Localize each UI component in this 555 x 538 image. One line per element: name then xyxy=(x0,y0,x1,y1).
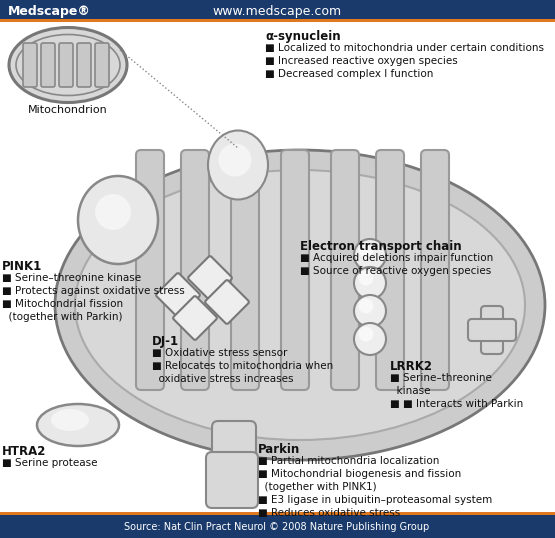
Ellipse shape xyxy=(75,170,525,440)
Ellipse shape xyxy=(354,323,386,355)
Text: DJ-1: DJ-1 xyxy=(152,335,179,348)
FancyBboxPatch shape xyxy=(421,150,449,390)
Ellipse shape xyxy=(354,267,386,299)
Text: ■ Reduces oxidative stress: ■ Reduces oxidative stress xyxy=(258,508,400,518)
Ellipse shape xyxy=(359,299,374,314)
Ellipse shape xyxy=(219,144,251,176)
Text: ■ Oxidative stress sensor: ■ Oxidative stress sensor xyxy=(152,348,287,358)
Text: Electron transport chain: Electron transport chain xyxy=(300,240,462,253)
Text: (together with PINK1): (together with PINK1) xyxy=(258,482,377,492)
FancyBboxPatch shape xyxy=(331,150,359,390)
FancyBboxPatch shape xyxy=(181,150,209,390)
FancyBboxPatch shape xyxy=(206,452,258,508)
Text: ■ Mitochondrial biogenesis and fission: ■ Mitochondrial biogenesis and fission xyxy=(258,469,461,479)
Text: (together with Parkin): (together with Parkin) xyxy=(2,312,123,322)
FancyBboxPatch shape xyxy=(59,43,73,87)
FancyBboxPatch shape xyxy=(156,273,200,317)
FancyBboxPatch shape xyxy=(77,43,91,87)
Text: ■ Source of reactive oxygen species: ■ Source of reactive oxygen species xyxy=(300,266,491,276)
Bar xyxy=(0,19,555,22)
Text: LRRK2: LRRK2 xyxy=(390,360,433,373)
FancyBboxPatch shape xyxy=(41,43,55,87)
Text: ■ Serine–threonine kinase: ■ Serine–threonine kinase xyxy=(2,273,141,283)
FancyBboxPatch shape xyxy=(173,296,217,340)
Text: ■ Relocates to mitochondria when: ■ Relocates to mitochondria when xyxy=(152,361,333,371)
Text: oxidative stress increases: oxidative stress increases xyxy=(152,374,294,384)
Bar xyxy=(0,512,555,515)
Ellipse shape xyxy=(354,239,386,271)
FancyBboxPatch shape xyxy=(481,306,503,354)
FancyBboxPatch shape xyxy=(376,150,404,390)
FancyBboxPatch shape xyxy=(205,280,249,324)
Bar xyxy=(0,515,555,538)
Text: PINK1: PINK1 xyxy=(2,260,42,273)
Text: ■ E3 ligase in ubiquitin–proteasomal system: ■ E3 ligase in ubiquitin–proteasomal sys… xyxy=(258,495,492,505)
Text: ■ ■ Interacts with Parkin: ■ ■ Interacts with Parkin xyxy=(390,399,523,409)
Ellipse shape xyxy=(359,271,374,286)
Ellipse shape xyxy=(9,27,127,103)
Text: HTRA2: HTRA2 xyxy=(2,445,47,458)
Text: Source: Nat Clin Pract Neurol © 2008 Nature Publishing Group: Source: Nat Clin Pract Neurol © 2008 Nat… xyxy=(124,522,430,532)
Text: ■ Increased reactive oxygen species: ■ Increased reactive oxygen species xyxy=(265,56,458,66)
FancyBboxPatch shape xyxy=(281,150,309,390)
Ellipse shape xyxy=(55,150,545,460)
Text: ■ Protects against oxidative stress: ■ Protects against oxidative stress xyxy=(2,286,185,296)
Ellipse shape xyxy=(51,409,89,431)
Text: α-synuclein: α-synuclein xyxy=(265,30,341,43)
Text: ■ Acquired deletions impair function: ■ Acquired deletions impair function xyxy=(300,253,493,263)
Bar xyxy=(0,0,555,22)
Text: ■ Mitochondrial fission: ■ Mitochondrial fission xyxy=(2,299,123,309)
Text: Medscape®: Medscape® xyxy=(8,4,91,18)
Text: ■ Serine–threonine: ■ Serine–threonine xyxy=(390,373,492,383)
Text: ■ Localized to mitochondria under certain conditions: ■ Localized to mitochondria under certai… xyxy=(265,43,544,53)
Ellipse shape xyxy=(359,327,374,342)
Ellipse shape xyxy=(95,194,131,230)
Ellipse shape xyxy=(354,295,386,327)
FancyBboxPatch shape xyxy=(212,421,256,469)
FancyBboxPatch shape xyxy=(136,150,164,390)
FancyBboxPatch shape xyxy=(468,319,516,341)
Text: ■ Serine protease: ■ Serine protease xyxy=(2,458,98,468)
Text: www.medscape.com: www.medscape.com xyxy=(213,4,341,18)
Text: kinase: kinase xyxy=(390,386,431,396)
Ellipse shape xyxy=(78,176,158,264)
Ellipse shape xyxy=(359,243,374,258)
Ellipse shape xyxy=(208,131,268,200)
Text: Parkin: Parkin xyxy=(258,443,300,456)
FancyBboxPatch shape xyxy=(231,150,259,390)
FancyBboxPatch shape xyxy=(188,256,232,300)
FancyBboxPatch shape xyxy=(95,43,109,87)
FancyBboxPatch shape xyxy=(23,43,37,87)
Text: Mitochondrion: Mitochondrion xyxy=(28,105,108,115)
Ellipse shape xyxy=(37,404,119,446)
Text: ■ Partial mitochondria localization: ■ Partial mitochondria localization xyxy=(258,456,440,466)
Text: ■ Decreased complex I function: ■ Decreased complex I function xyxy=(265,69,433,79)
